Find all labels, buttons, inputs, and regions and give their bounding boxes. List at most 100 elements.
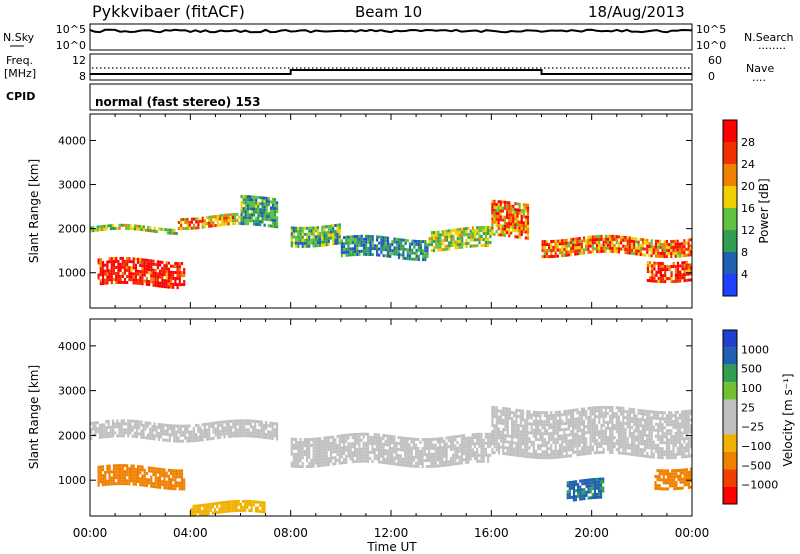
echo-cell — [386, 458, 389, 462]
echo-cell — [657, 426, 660, 429]
echo-cell — [513, 420, 516, 424]
echo-cell — [400, 247, 403, 251]
echo-cell — [615, 235, 618, 239]
echo-cell — [234, 428, 237, 432]
echo-cell — [482, 244, 485, 247]
echo-cell — [548, 249, 551, 253]
echo-cell — [195, 220, 198, 224]
echo-cell — [406, 257, 409, 261]
echo-cell — [167, 270, 170, 274]
echo-cell — [676, 273, 680, 277]
echo-cell — [687, 476, 690, 480]
echo-cell — [314, 235, 317, 239]
echo-cell — [254, 422, 257, 426]
echo-cell — [652, 251, 655, 255]
echo-cell — [345, 445, 348, 449]
echo-cell — [94, 430, 97, 434]
echo-cell — [351, 250, 354, 254]
echo-cell — [452, 438, 455, 442]
echo-cell — [521, 442, 525, 446]
echo-cell — [567, 424, 570, 428]
echo-cell — [467, 460, 470, 464]
echo-cell — [151, 428, 154, 432]
echo-cell — [125, 223, 128, 227]
echo-cell — [657, 438, 660, 441]
echo-cell — [491, 430, 494, 434]
echo-cell — [99, 468, 102, 472]
echo-cell — [103, 423, 106, 427]
echo-cell — [569, 421, 573, 425]
echo-cell — [461, 233, 464, 237]
echo-cell — [265, 202, 268, 206]
echo-cell — [308, 462, 311, 465]
echo-cell — [593, 478, 596, 481]
echo-cell — [445, 247, 449, 251]
echo-cell — [170, 273, 173, 277]
echo-cell — [329, 441, 333, 445]
echo-cell — [572, 429, 575, 433]
echo-cell — [362, 249, 365, 253]
echo-cell — [410, 458, 413, 462]
echo-cell — [580, 440, 583, 444]
echo-cell — [578, 240, 581, 243]
echo-cell — [460, 461, 463, 465]
echo-cell — [419, 243, 422, 247]
echo-cell — [367, 432, 370, 436]
echo-cell — [681, 446, 684, 450]
echo-cell — [620, 430, 623, 434]
echo-cell — [301, 241, 304, 245]
echo-cell — [267, 212, 270, 216]
echo-cell — [269, 200, 272, 204]
echo-cell — [208, 431, 211, 435]
echo-cell — [591, 481, 594, 485]
echo-cell — [90, 437, 93, 440]
echo-cell — [524, 206, 527, 210]
echo-cell — [530, 422, 533, 426]
echo-cell — [574, 237, 577, 241]
echo-cell — [408, 242, 412, 246]
echo-cell — [650, 455, 653, 459]
echo-cell — [654, 443, 658, 447]
echo-cell — [175, 436, 178, 440]
echo-cell — [545, 420, 549, 424]
echo-cell — [532, 449, 535, 453]
echo-cell — [567, 421, 570, 425]
echo-cell — [179, 433, 182, 437]
echo-cell — [687, 241, 690, 245]
echo-cell — [593, 490, 596, 493]
echo-cell — [265, 208, 268, 212]
echo-cell — [579, 488, 582, 492]
echo-cell — [263, 211, 266, 215]
echo-cell — [345, 460, 348, 464]
echo-cell — [234, 419, 237, 423]
echo-cell — [163, 486, 166, 490]
echo-cell — [238, 419, 241, 423]
echo-cell — [513, 429, 516, 433]
echo-cell — [532, 431, 535, 435]
echo-cell — [572, 495, 576, 499]
echo-cell — [325, 442, 328, 446]
echo-cell — [98, 423, 101, 427]
echo-cell — [565, 448, 568, 452]
echo-cell — [122, 422, 125, 426]
echo-cell — [572, 249, 575, 253]
echo-cell — [687, 430, 690, 434]
echo-cell — [585, 493, 588, 497]
echo-cell — [585, 437, 588, 441]
echo-cell — [194, 510, 197, 514]
echo-cell — [371, 253, 374, 257]
echo-cell — [487, 453, 490, 457]
echo-cell — [676, 440, 679, 444]
echo-cell — [428, 438, 431, 441]
echo-cell — [243, 422, 246, 426]
echo-cell — [657, 414, 660, 417]
echo-cell — [666, 469, 670, 473]
echo-cell — [169, 231, 172, 235]
echo-cell — [126, 257, 129, 260]
echo-cell — [423, 438, 426, 442]
echo-cell — [495, 448, 498, 452]
echo-cell — [122, 431, 125, 435]
echo-cell — [434, 455, 437, 459]
echo-cell — [343, 242, 346, 246]
echo-cell — [539, 453, 542, 457]
